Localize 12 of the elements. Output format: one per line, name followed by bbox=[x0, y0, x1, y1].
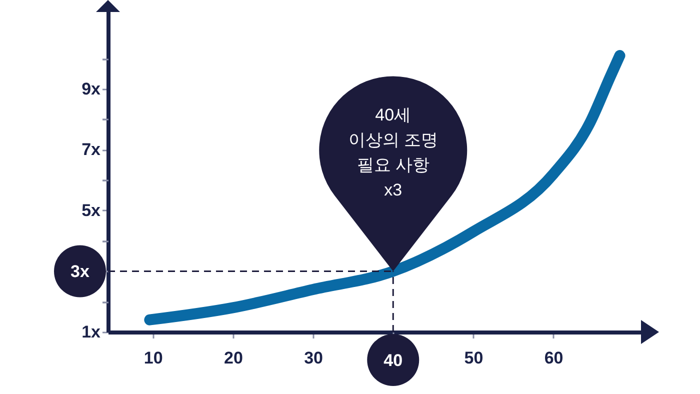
y-tick-label: 1x bbox=[82, 322, 102, 342]
x-tick-label: 20 bbox=[224, 348, 243, 368]
ref-line-label: 40 bbox=[384, 351, 403, 370]
x-tick-label: 50 bbox=[464, 348, 484, 368]
ref-line-label: 3x bbox=[70, 262, 90, 282]
y-tick-label: 9x bbox=[82, 79, 102, 98]
x-tick-label: 60 bbox=[544, 348, 564, 368]
x-tick-label: 30 bbox=[304, 348, 323, 368]
y-tick-label: 7x bbox=[82, 140, 102, 160]
y-tick-label: 5x bbox=[82, 200, 102, 220]
x-tick-label: 10 bbox=[144, 348, 163, 368]
annotation: 40세 이상의 조명 필요 사항 x3 bbox=[348, 106, 438, 200]
